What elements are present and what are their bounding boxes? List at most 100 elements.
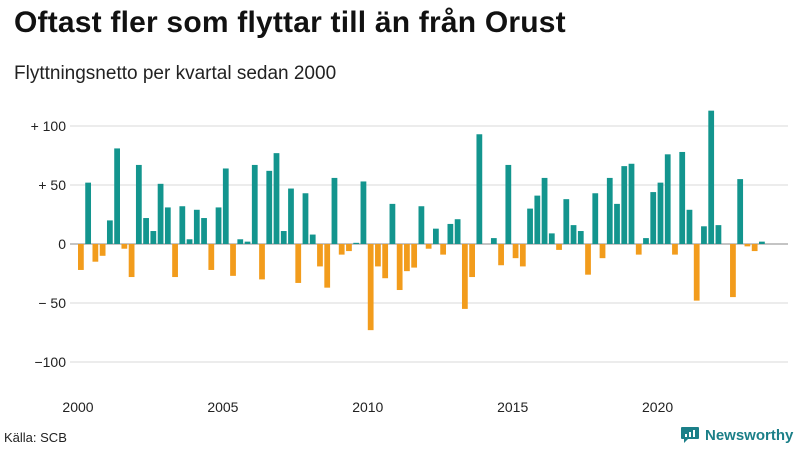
x-tick-label: 2020 bbox=[642, 399, 673, 415]
bar bbox=[469, 244, 475, 278]
bar bbox=[563, 199, 570, 244]
bar bbox=[461, 244, 468, 309]
bar bbox=[411, 244, 418, 268]
bar bbox=[650, 192, 657, 244]
bar bbox=[606, 177, 613, 244]
bar bbox=[172, 244, 178, 278]
bar bbox=[121, 244, 128, 249]
x-tick-label: 2015 bbox=[497, 399, 528, 415]
source-note: Källa: SCB bbox=[4, 430, 67, 445]
bar bbox=[599, 244, 606, 259]
chart-subtitle: Flyttningsnetto per kvartal sedan 2000 bbox=[14, 63, 337, 84]
y-tick-label: + 100 bbox=[31, 118, 67, 134]
bar bbox=[338, 244, 345, 255]
y-tick-label: −100 bbox=[34, 354, 66, 370]
bar bbox=[505, 164, 512, 244]
bar bbox=[382, 244, 389, 279]
bar bbox=[512, 244, 519, 259]
bar bbox=[266, 170, 273, 244]
newsworthy-logo-icon bbox=[681, 427, 699, 443]
bar bbox=[179, 206, 186, 244]
bar bbox=[375, 244, 381, 267]
bar bbox=[193, 209, 200, 244]
bar bbox=[708, 110, 715, 244]
bar bbox=[280, 231, 287, 244]
bar bbox=[679, 151, 686, 244]
bar bbox=[534, 195, 541, 244]
bar bbox=[686, 209, 693, 244]
bar bbox=[447, 223, 454, 244]
bar bbox=[628, 163, 635, 244]
bar bbox=[614, 203, 620, 244]
bar bbox=[353, 242, 360, 244]
bar bbox=[143, 218, 149, 244]
bar bbox=[186, 239, 193, 244]
bar bbox=[273, 153, 280, 244]
y-tick-label: 0 bbox=[58, 236, 66, 252]
bar bbox=[592, 193, 599, 244]
bar bbox=[433, 228, 439, 244]
bar bbox=[621, 166, 628, 244]
bar bbox=[360, 181, 367, 244]
bar bbox=[548, 233, 555, 244]
brand-logo[interactable]: Newsworthy bbox=[680, 426, 793, 444]
bar bbox=[657, 182, 664, 244]
bar bbox=[309, 234, 316, 244]
bar bbox=[440, 244, 447, 255]
bars bbox=[78, 110, 765, 331]
bar bbox=[244, 241, 251, 244]
bar bbox=[693, 244, 700, 301]
bar bbox=[715, 225, 722, 244]
bar bbox=[288, 188, 294, 244]
bar bbox=[157, 183, 164, 244]
bar bbox=[106, 220, 113, 244]
bar bbox=[346, 244, 352, 252]
y-axis-ticks: + 100 + 50 0 − 50 −100 bbox=[31, 118, 67, 370]
bar bbox=[317, 244, 323, 267]
bar bbox=[302, 193, 309, 244]
bar bbox=[635, 244, 642, 255]
bar bbox=[128, 244, 135, 278]
bar bbox=[490, 238, 497, 244]
bar bbox=[85, 182, 92, 244]
bar bbox=[701, 226, 707, 244]
bar bbox=[570, 225, 577, 244]
bar bbox=[498, 244, 504, 266]
brand-name: Newsworthy bbox=[705, 426, 794, 444]
bar bbox=[541, 177, 548, 244]
bar bbox=[230, 244, 236, 276]
bar bbox=[367, 244, 374, 331]
bar bbox=[99, 244, 106, 256]
bar bbox=[404, 244, 410, 272]
bar bbox=[425, 244, 432, 249]
bar bbox=[324, 244, 331, 288]
bar bbox=[114, 148, 120, 244]
bar bbox=[201, 218, 207, 244]
bar bbox=[527, 208, 533, 244]
x-tick-label: 2010 bbox=[352, 399, 383, 415]
bar bbox=[259, 244, 265, 280]
bar bbox=[396, 244, 403, 291]
bar bbox=[556, 244, 562, 250]
bar bbox=[418, 206, 425, 244]
bar bbox=[454, 219, 461, 244]
bar bbox=[251, 164, 258, 244]
bar bbox=[744, 244, 751, 247]
bar bbox=[135, 164, 142, 244]
bar bbox=[643, 238, 649, 244]
bar bbox=[237, 239, 244, 244]
y-tick-label: − 50 bbox=[38, 295, 66, 311]
bar bbox=[759, 241, 765, 244]
bar bbox=[737, 179, 744, 244]
x-tick-label: 2005 bbox=[207, 399, 238, 415]
bar bbox=[295, 244, 302, 283]
bar bbox=[92, 244, 99, 262]
bar bbox=[208, 244, 215, 270]
y-tick-label: + 50 bbox=[38, 177, 66, 193]
x-tick-label: 2000 bbox=[62, 399, 93, 415]
bar bbox=[664, 154, 671, 244]
bar bbox=[519, 244, 526, 267]
bar bbox=[215, 207, 222, 244]
bar bbox=[577, 231, 584, 244]
